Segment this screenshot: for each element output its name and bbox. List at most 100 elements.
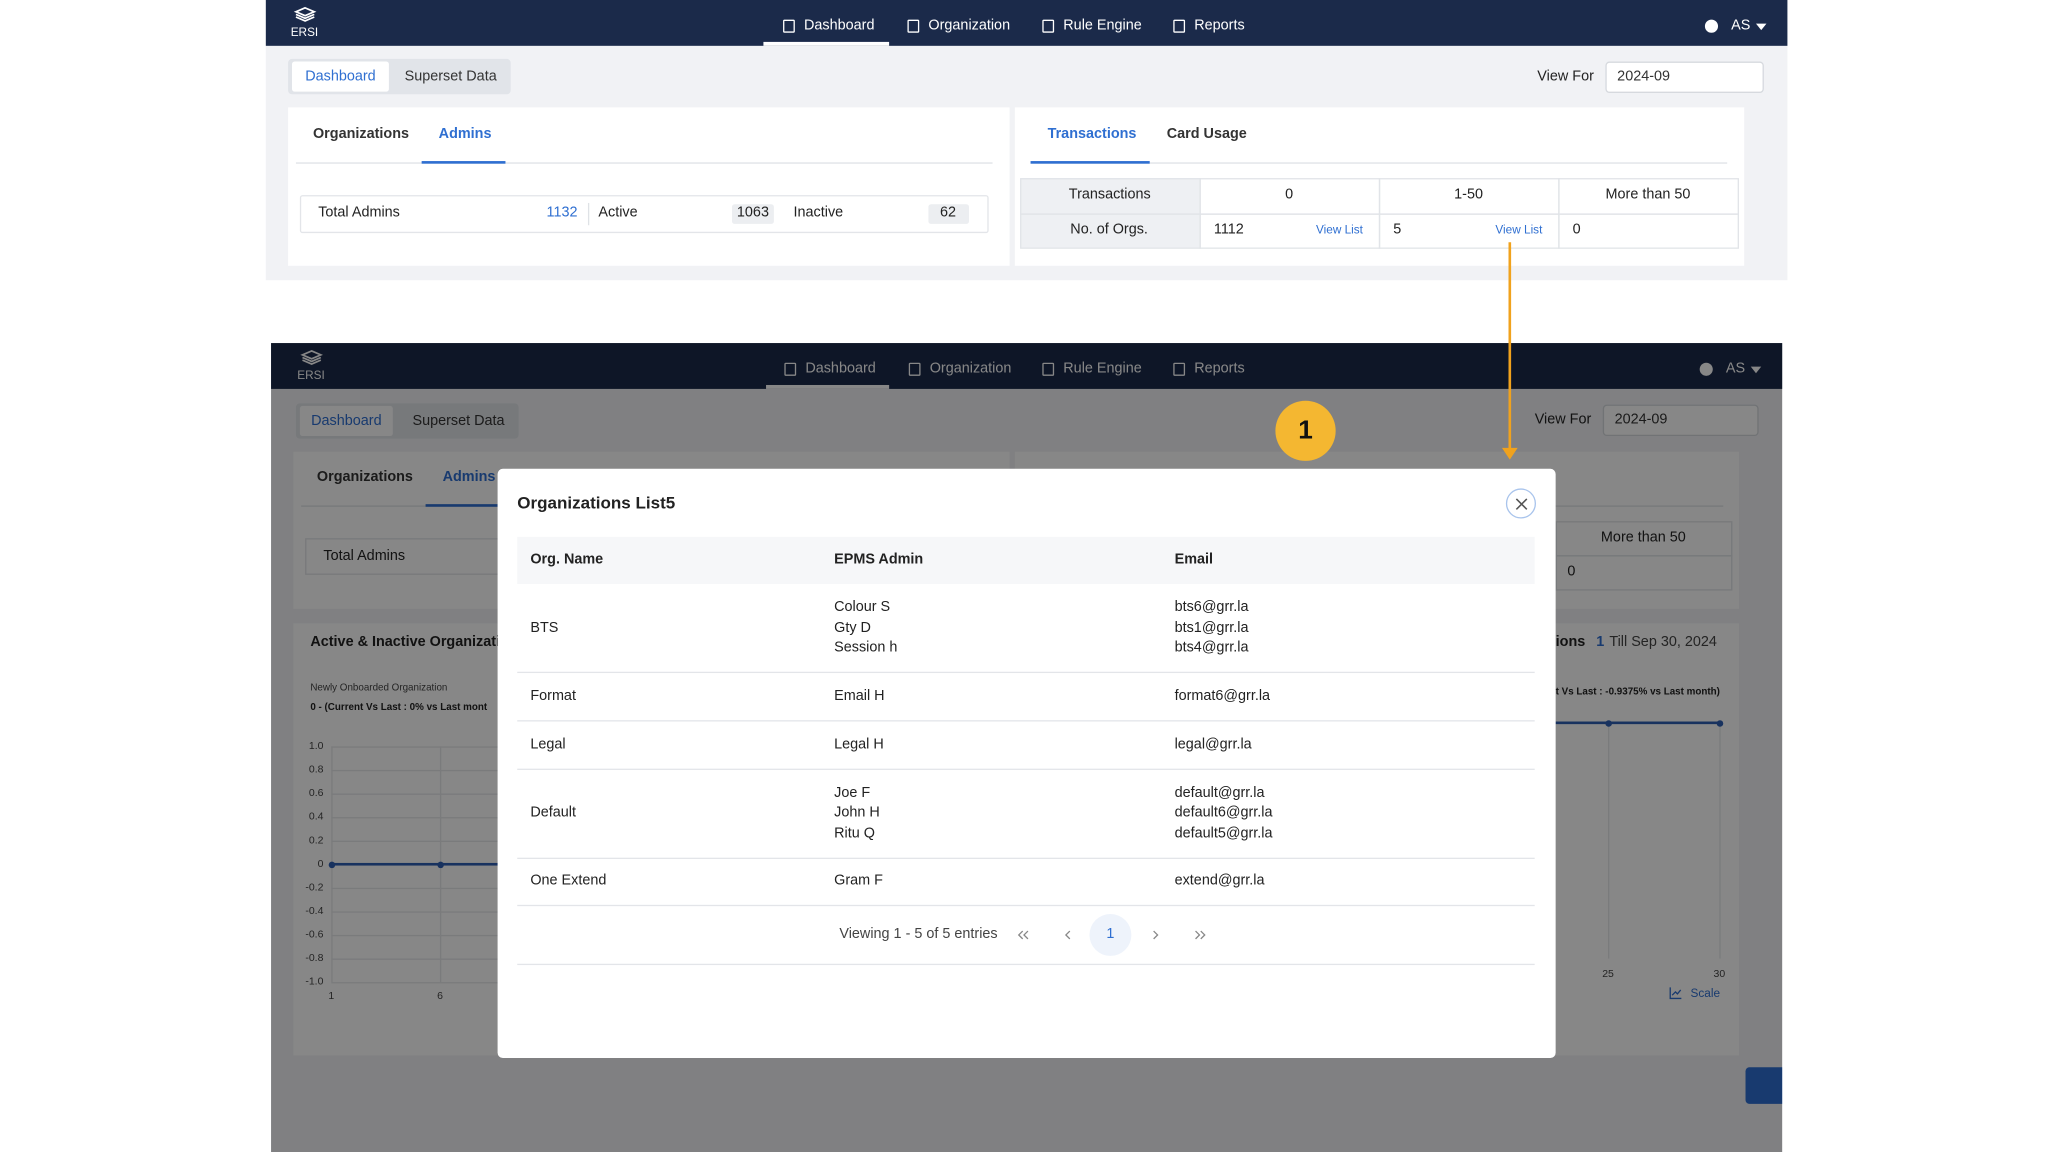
view-for-label: View For — [1534, 411, 1592, 428]
admin-name: John H — [834, 804, 880, 821]
y-tick-label: -0.6 — [305, 928, 324, 941]
admin-name: Legal H — [834, 735, 884, 752]
callout-arrow-line — [1508, 242, 1512, 450]
admin-name: Gram F — [834, 872, 883, 889]
stat-label: Inactive — [793, 204, 844, 221]
panel-tab[interactable]: Admins — [442, 469, 496, 486]
x-tick-label: 1 — [328, 989, 335, 1002]
tab-label[interactable]: Dashboard — [305, 68, 376, 85]
nav-item[interactable]: Reports — [1194, 360, 1245, 377]
series-point — [1604, 719, 1612, 727]
chart-summary: t Vs Last : -0.9375% vs Last month) — [1555, 685, 1720, 697]
org-name: Legal — [530, 735, 566, 752]
row-border — [517, 671, 1535, 674]
page-next[interactable] — [1152, 930, 1159, 940]
page-prev[interactable] — [1064, 930, 1071, 940]
table-border — [517, 963, 1535, 966]
tab-label[interactable]: Superset Data — [412, 413, 505, 429]
series-line — [1555, 721, 1720, 725]
user-icon — [1704, 19, 1719, 33]
logo-mark — [293, 6, 317, 22]
page-current[interactable] — [1089, 914, 1132, 956]
chart-count: 1 — [1596, 634, 1605, 651]
email: format6@grr.la — [1174, 687, 1271, 704]
user-initials[interactable]: AS — [1731, 17, 1751, 34]
date-value: 2024-09 — [1614, 411, 1668, 428]
y-tick-label: 0.8 — [308, 763, 324, 776]
scale-button[interactable]: Scale — [1690, 986, 1721, 1000]
view-list-link[interactable]: View List — [1316, 223, 1363, 237]
table-value: 1112 — [1213, 221, 1244, 238]
view-list-link[interactable]: View List — [1495, 223, 1543, 237]
admin-name: Colour S — [834, 599, 891, 615]
org-name: One Extend — [530, 872, 607, 889]
tab-label[interactable]: Dashboard — [311, 413, 382, 429]
callout-arrow-head — [1501, 447, 1518, 460]
panel-tab[interactable]: Card Usage — [1166, 126, 1247, 143]
stat-badge — [731, 204, 774, 224]
panel-tab[interactable]: Organizations — [316, 469, 413, 486]
grid-line — [1719, 722, 1721, 959]
stats-box — [299, 195, 989, 234]
org-name: BTS — [530, 619, 559, 636]
nav-icon — [1173, 19, 1186, 33]
admin-name: Joe F — [834, 784, 871, 801]
close-icon — [1515, 497, 1527, 510]
date-input[interactable] — [1605, 61, 1764, 93]
y-tick-label: -0.8 — [305, 951, 324, 964]
page-first[interactable] — [1017, 930, 1029, 940]
y-tick-label: -0.2 — [305, 881, 324, 894]
tab-active-underline — [421, 161, 506, 164]
table-header-row — [517, 536, 1535, 585]
tab-divider — [1030, 162, 1728, 164]
navbar — [271, 343, 1783, 389]
nav-item[interactable]: Rule Engine — [1063, 17, 1142, 34]
table-value: 0 — [1567, 563, 1576, 580]
nav-item[interactable]: Reports — [1194, 17, 1245, 34]
nav-icon — [908, 362, 921, 376]
scale-icon — [1669, 987, 1682, 1000]
callout-badge — [1275, 400, 1336, 461]
nav-icon — [1173, 362, 1186, 376]
panel-tab[interactable]: Transactions — [1047, 126, 1137, 143]
x-tick-label: 30 — [1713, 967, 1726, 980]
tab-active[interactable] — [299, 405, 393, 437]
table-header: 0 — [1285, 186, 1294, 203]
admin-name: Ritu Q — [834, 824, 875, 841]
tab-active[interactable] — [292, 61, 389, 92]
close-button[interactable] — [1505, 488, 1537, 519]
row-border — [517, 720, 1535, 722]
page-last[interactable] — [1194, 930, 1206, 940]
panel-tab[interactable]: Organizations — [312, 126, 410, 143]
tab-label[interactable]: Superset Data — [404, 68, 497, 85]
nav-item[interactable]: Dashboard — [804, 17, 875, 34]
stat-value: 1063 — [736, 204, 769, 221]
column-header: Email — [1174, 551, 1214, 568]
nav-item[interactable]: Dashboard — [805, 360, 876, 377]
series-point — [436, 860, 444, 868]
org-name: Default — [530, 804, 576, 821]
tab-divider — [295, 162, 993, 164]
nav-item[interactable]: Organization — [928, 17, 1011, 34]
stat-badge — [928, 204, 970, 224]
page-number[interactable]: 1 — [1106, 926, 1115, 943]
logo-mark — [300, 350, 323, 365]
series-point — [328, 860, 335, 868]
table-cell — [1558, 212, 1739, 249]
table-header: More than 50 — [1600, 529, 1686, 546]
pagination-info: Viewing 1 - 5 of 5 entries — [839, 926, 998, 943]
email: default6@grr.la — [1174, 804, 1273, 821]
y-tick-label: -0.4 — [305, 904, 324, 917]
floating-button[interactable] — [1745, 1067, 1783, 1104]
row-border — [517, 768, 1535, 770]
user-initials[interactable]: AS — [1725, 360, 1746, 377]
org-name: Format — [530, 687, 576, 704]
panel-tab[interactable]: Admins — [438, 126, 492, 143]
nav-item[interactable]: Rule Engine — [1063, 360, 1142, 377]
email: bts1@grr.la — [1174, 619, 1249, 636]
date-input[interactable] — [1602, 404, 1759, 437]
nav-item[interactable]: Organization — [929, 360, 1012, 377]
nav-icon — [1042, 362, 1055, 376]
stat-value: 62 — [940, 204, 957, 221]
